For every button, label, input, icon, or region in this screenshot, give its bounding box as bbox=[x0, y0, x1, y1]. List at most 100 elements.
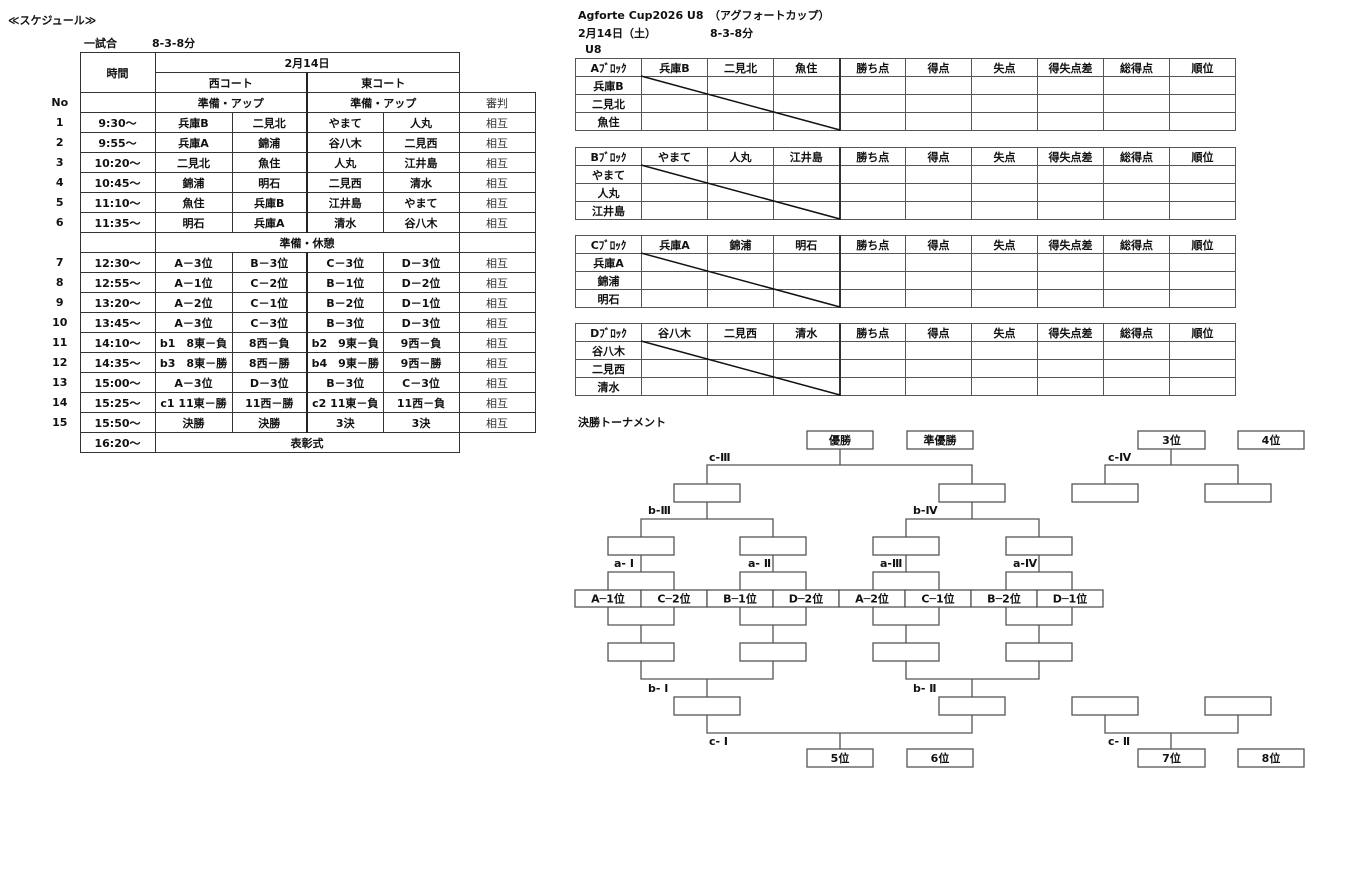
block-label: Dﾌﾞﾛｯｸ bbox=[575, 323, 642, 342]
team-name: 兵庫B bbox=[575, 76, 642, 95]
schedule-row: 2 9:55～ 兵庫A 錦浦 谷八木 二見西 相互 bbox=[40, 132, 536, 153]
fourth-place-box-label: 4位 bbox=[1262, 433, 1281, 447]
block-table: Bﾌﾞﾛｯｸ やまて 人丸 江井島 勝ち点 得点 失点 得失点差 総得点 順位 やまて 人丸 江井島 bbox=[575, 147, 1236, 220]
third-place-box[interactable] bbox=[1137, 430, 1206, 450]
match-no: 7 bbox=[55, 256, 64, 269]
west-team-2: C－3位 bbox=[231, 312, 308, 333]
sixth-place-box-label: 6位 bbox=[931, 751, 950, 765]
winner-slot[interactable] bbox=[1005, 536, 1073, 556]
schedule-row: 3 10:20～ 二見北 魚住 人丸 江井島 相互 bbox=[40, 152, 536, 173]
diagonal-line bbox=[640, 340, 841, 396]
west-team-1: A－1位 bbox=[154, 272, 233, 293]
match-no: 15 bbox=[52, 416, 68, 429]
east-team-1: B－3位 bbox=[306, 372, 384, 393]
stat-cell[interactable] bbox=[1169, 289, 1236, 308]
seed-box-label: C─2位 bbox=[657, 592, 690, 606]
stat-header: 総得点 bbox=[1103, 235, 1170, 254]
match-time: 14:10～ bbox=[79, 332, 156, 353]
east-team-2: 11西－負 bbox=[382, 392, 460, 413]
round-label-a3: a-Ⅲ bbox=[880, 557, 902, 570]
sixth-place-box[interactable] bbox=[906, 748, 974, 768]
schedule-row: 15 15:50～ 決勝 決勝 3決 3決 相互 bbox=[40, 412, 536, 433]
referee: 相互 bbox=[458, 372, 536, 393]
east-team-1: やまて bbox=[306, 112, 384, 133]
loser-slot[interactable] bbox=[1071, 696, 1139, 716]
loser-slot[interactable] bbox=[739, 642, 807, 662]
seventh-place-box[interactable] bbox=[1137, 748, 1206, 768]
schedule-table: 時間 2月14日 西コート 東コート No 準備・アップ 準備・アップ 審判 1… bbox=[40, 52, 536, 453]
eighth-place-box[interactable] bbox=[1237, 748, 1305, 768]
seed-box-label: A─2位 bbox=[855, 592, 889, 606]
round-label-b3: b-Ⅲ bbox=[648, 504, 671, 517]
team-name: 江井島 bbox=[575, 201, 642, 220]
winner-slot[interactable] bbox=[607, 536, 675, 556]
east-team-1: 人丸 bbox=[306, 152, 384, 173]
block-table: Dﾌﾞﾛｯｸ 谷八木 二見西 清水 勝ち点 得点 失点 得失点差 総得点 順位 谷八木 二見西 清水 bbox=[575, 323, 1236, 396]
match-no: 5 bbox=[55, 196, 64, 209]
loser-slot[interactable] bbox=[1005, 642, 1073, 662]
round-label-b2: b- Ⅱ bbox=[913, 682, 937, 695]
stat-header: 失点 bbox=[971, 147, 1038, 166]
team-name: 魚住 bbox=[575, 112, 642, 131]
schedule-row: 7 12:30～ A－3位 B－3位 C－3位 D－3位 相互 bbox=[40, 252, 536, 273]
tournament-title: 決勝トーナメント bbox=[578, 416, 666, 429]
seed-box[interactable] bbox=[1036, 589, 1104, 608]
match-no: 10 bbox=[52, 316, 68, 329]
match-no: 8 bbox=[55, 276, 64, 289]
runner-up-box[interactable] bbox=[906, 430, 974, 450]
semifinal-loser-slot[interactable] bbox=[1204, 483, 1272, 503]
seed-box-label: B─2位 bbox=[987, 592, 1021, 606]
loser-slot[interactable] bbox=[872, 642, 940, 662]
east-team-2: C－3位 bbox=[382, 372, 460, 393]
round-label-c2: c- Ⅱ bbox=[1108, 735, 1130, 748]
stat-cell[interactable] bbox=[1169, 112, 1236, 131]
loser-slot[interactable] bbox=[938, 696, 1006, 716]
stat-cell[interactable] bbox=[1169, 201, 1236, 220]
match-time: 14:35～ bbox=[79, 352, 156, 373]
stat-header: 得失点差 bbox=[1037, 58, 1104, 77]
diagonal-line bbox=[640, 164, 841, 220]
team-row: 清水 bbox=[575, 377, 1236, 396]
loser-slot[interactable] bbox=[607, 642, 675, 662]
winner-slot[interactable] bbox=[673, 483, 741, 503]
semifinal-loser-slot[interactable] bbox=[1071, 483, 1139, 503]
referee: 相互 bbox=[458, 332, 536, 353]
stat-cell[interactable] bbox=[1169, 377, 1236, 396]
loser-slot[interactable] bbox=[1204, 696, 1272, 716]
stat-header: 得失点差 bbox=[1037, 147, 1104, 166]
fifth-place-box-label: 5位 bbox=[831, 751, 850, 765]
schedule-row: 13 15:00～ A－3位 D－3位 B－3位 C－3位 相互 bbox=[40, 372, 536, 393]
east-team-2: やまて bbox=[382, 192, 460, 213]
team-name: 明石 bbox=[575, 289, 642, 308]
east-team-2: D－1位 bbox=[382, 292, 460, 313]
winner-slot[interactable] bbox=[938, 483, 1006, 503]
referee: 相互 bbox=[458, 192, 536, 213]
winner-slot[interactable] bbox=[872, 536, 940, 556]
west-team-2: 8西－負 bbox=[231, 332, 308, 353]
match-no: 2 bbox=[55, 136, 64, 149]
match-no: 11 bbox=[52, 336, 68, 349]
winner-slot[interactable] bbox=[739, 536, 807, 556]
round-label-c3: c-Ⅲ bbox=[709, 451, 730, 464]
east-team-1: b2 9東－負 bbox=[306, 332, 384, 353]
match-no: 12 bbox=[52, 356, 68, 369]
east-warmup: 準備・アップ bbox=[306, 92, 460, 113]
match-no: 6 bbox=[55, 216, 64, 229]
block-table: Cﾌﾞﾛｯｸ 兵庫A 錦浦 明石 勝ち点 得点 失点 得失点差 総得点 順位 兵庫A 錦浦 明石 bbox=[575, 235, 1236, 308]
seed-box-label: D─1位 bbox=[1053, 592, 1087, 606]
break-label: 準備・休憩 bbox=[154, 232, 460, 253]
no-header: No bbox=[51, 96, 69, 109]
champion-box[interactable] bbox=[806, 430, 874, 450]
west-team-1: 魚住 bbox=[154, 192, 233, 213]
loser-slot[interactable] bbox=[673, 696, 741, 716]
team-row: 二見西 bbox=[575, 359, 1236, 378]
fifth-place-box[interactable] bbox=[806, 748, 874, 768]
fourth-place-box[interactable] bbox=[1237, 430, 1305, 450]
round-label-a2: a- Ⅱ bbox=[748, 557, 771, 570]
seed-box-label: C─1位 bbox=[921, 592, 954, 606]
referee: 相互 bbox=[458, 132, 536, 153]
west-team-2: C－2位 bbox=[231, 272, 308, 293]
referee: 相互 bbox=[458, 252, 536, 273]
round-label-a4: a-Ⅳ bbox=[1013, 557, 1038, 570]
